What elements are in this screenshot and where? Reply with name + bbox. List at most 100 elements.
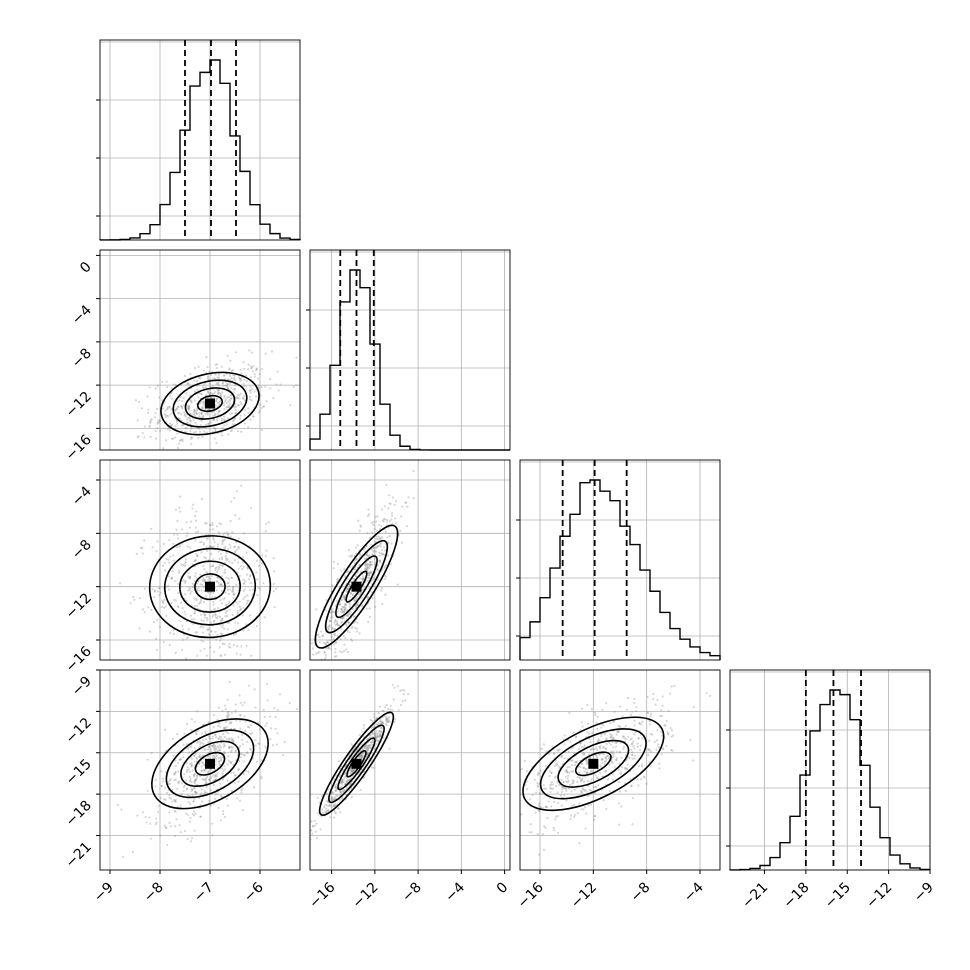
scatter-point [178,571,181,574]
scatter-point [270,350,274,353]
scatter-point [571,759,574,762]
scatter-point [218,563,222,567]
scatter-point [366,566,369,569]
scatter-point [221,589,224,593]
scatter-point [206,670,208,672]
scatter-point [349,595,352,599]
scatter-point [354,620,357,623]
scatter-point [359,570,362,573]
scatter-point [188,775,191,778]
scatter-point [604,756,607,759]
scatter-point [215,363,219,366]
scatter-point [221,756,224,759]
scatter-point [218,725,221,728]
scatter-point [143,436,146,439]
scatter-point [354,546,358,549]
scatter-point [208,523,212,527]
scatter-point [200,732,204,735]
scatter-point [630,737,633,740]
scatter-point [242,582,245,585]
scatter-point [549,783,553,786]
scatter-point [640,765,644,768]
scatter-point [190,443,193,446]
scatter-point [354,574,358,578]
scatter-point [583,744,586,747]
scatter-point [262,405,265,408]
scatter-point [141,811,145,814]
scatter-point [250,366,253,370]
scatter-point [202,600,205,604]
scatter-point [209,805,212,808]
scatter-point [283,740,286,744]
scatter-point [170,577,173,580]
scatter-point [373,718,376,722]
scatter-point [584,827,587,830]
scatter-point [523,759,526,762]
scatter-point [385,718,388,721]
scatter-point [231,419,235,423]
scatter-point [209,396,212,399]
scatter-point [375,538,378,541]
scatter-point [327,646,330,649]
scatter-point [556,831,560,834]
scatter-point [246,599,249,602]
scatter-point [371,549,374,552]
scatter-point [214,400,218,403]
scatter-point [604,756,608,759]
scatter-point [224,611,228,614]
scatter-point [375,723,378,726]
scatter-point [376,545,379,548]
scatter-point [226,585,229,588]
scatter-point [611,751,614,755]
scatter-point [669,692,672,695]
scatter-point [181,607,184,610]
scatter-point [201,407,204,410]
scatter-point [341,620,344,624]
scatter-point [361,756,364,760]
scatter-point [332,797,335,800]
scatter-point [565,787,568,790]
scatter-point [385,716,388,719]
scatter-point [186,532,189,535]
scatter-point [335,620,338,624]
scatter-point [217,674,219,676]
scatter-point [186,794,189,797]
scatter-point [214,613,217,616]
scatter-point [201,800,204,803]
scatter-point [182,579,185,582]
scatter-point [257,742,260,745]
scatter-point [212,600,215,604]
scatter-point [371,741,374,744]
scatter-point [224,545,227,548]
ytick-label: −9 [69,674,95,700]
panel-frame [99,39,301,241]
scatter-point [215,366,218,370]
scatter-point [343,595,346,598]
scatter-point [581,779,584,782]
scatter-point [247,628,250,632]
scatter-point [217,806,220,809]
scatter-point [609,736,612,739]
scatter-point [342,596,345,599]
scatter-point [225,552,228,555]
scatter-point [365,746,368,749]
scatter-point [378,705,382,708]
scatter-point [249,385,252,388]
scatter-point [218,400,222,403]
scatter-point [660,715,663,718]
scatter-point [192,800,195,803]
scatter-point [168,644,171,647]
scatter-point [254,706,257,709]
scatter-point [195,380,199,383]
scatter-point [243,754,247,757]
scatter-point [594,785,597,788]
scatter-point [610,735,613,738]
scatter-point [605,701,608,705]
scatter-point [189,429,192,433]
scatter-point [363,571,367,575]
scatter-point [153,589,156,592]
scatter-point [326,640,329,643]
scatter-point [235,396,238,399]
scatter-point [383,553,386,556]
scatter-point [656,729,659,732]
